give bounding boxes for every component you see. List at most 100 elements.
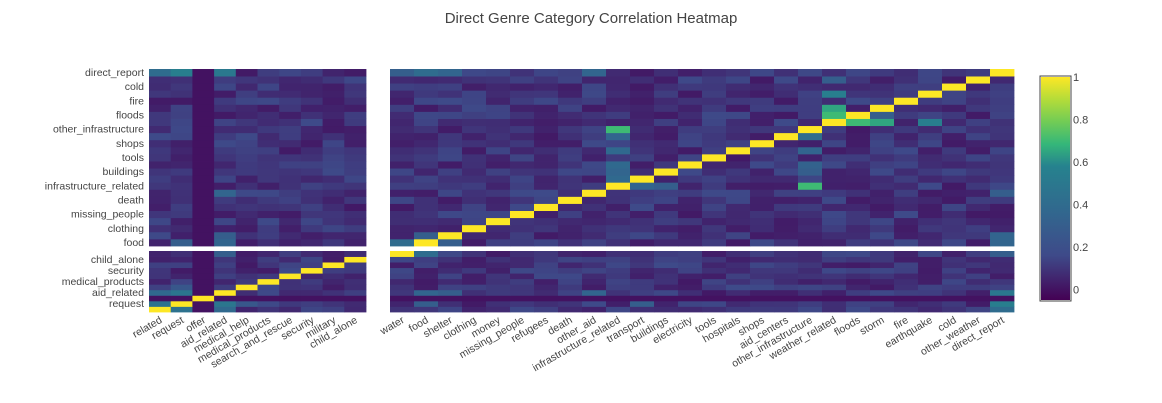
heatmap-cell — [322, 284, 345, 291]
heatmap-cell — [558, 196, 583, 204]
heatmap-cell — [966, 203, 991, 211]
heatmap-cell — [149, 118, 172, 127]
heatmap-cell — [300, 306, 323, 313]
heatmap-cell — [702, 97, 727, 105]
heatmap-cell — [534, 97, 559, 105]
heatmap-cell — [558, 90, 583, 98]
heatmap-cell — [966, 256, 991, 263]
heatmap-cell — [300, 161, 323, 169]
heatmap-cell — [774, 132, 799, 141]
heatmap-cell — [390, 118, 415, 127]
heatmap-cell — [630, 196, 655, 204]
heatmap-cell — [702, 161, 727, 169]
heatmap-cell — [774, 289, 799, 296]
heatmap-cell — [726, 175, 751, 183]
heatmap-cell — [462, 267, 487, 274]
heatmap-cell — [798, 97, 823, 105]
heatmap-cell — [438, 118, 463, 127]
heatmap-cell — [390, 97, 415, 105]
heatmap-cell — [894, 118, 919, 127]
heatmap-cell — [390, 83, 415, 91]
heatmap-cell — [214, 90, 237, 98]
heatmap-cell — [750, 267, 775, 274]
heatmap-cell — [894, 238, 919, 247]
heatmap-cell — [606, 231, 631, 240]
heatmap-cell — [774, 306, 799, 313]
heatmap-cell — [606, 224, 631, 233]
heatmap-cell — [822, 118, 847, 127]
heatmap-cell — [798, 295, 823, 302]
heatmap-cell — [170, 153, 193, 162]
y-tick-label: infrastructure_related — [45, 180, 144, 192]
heatmap-cell — [344, 217, 367, 226]
heatmap-cell — [678, 69, 703, 77]
heatmap-cell — [462, 217, 487, 226]
heatmap-cell — [870, 295, 895, 302]
heatmap-cell — [462, 284, 487, 291]
heatmap-cell — [750, 139, 775, 148]
heatmap-cell — [214, 168, 237, 176]
heatmap-cell — [606, 76, 631, 84]
heatmap-cell — [257, 139, 280, 148]
heatmap-cell — [966, 125, 991, 134]
heatmap-cell — [510, 168, 535, 176]
heatmap-cell — [214, 153, 237, 162]
heatmap-cell — [678, 210, 703, 219]
heatmap-cell — [462, 139, 487, 148]
heatmap-cell — [192, 146, 215, 155]
heatmap-cell — [630, 97, 655, 105]
heatmap-cell — [300, 238, 323, 247]
heatmap-cell — [279, 289, 302, 296]
heatmap-cell — [534, 210, 559, 219]
heatmap-cell — [438, 175, 463, 183]
heatmap-cell — [918, 146, 943, 155]
heatmap-cell — [344, 175, 367, 183]
heatmap-cell — [170, 224, 193, 233]
heatmap-cell — [966, 118, 991, 127]
heatmap-cell — [582, 256, 607, 263]
heatmap-cell — [192, 284, 215, 291]
heatmap-cell — [257, 83, 280, 91]
heatmap-cell — [846, 231, 871, 240]
heatmap-cell — [966, 161, 991, 169]
heatmap-cell — [170, 267, 193, 274]
heatmap-cell — [678, 175, 703, 183]
heatmap-cell — [774, 231, 799, 240]
heatmap-cell — [170, 161, 193, 169]
heatmap-cell — [279, 224, 302, 233]
heatmap-cell — [870, 118, 895, 127]
heatmap-cell — [630, 153, 655, 162]
heatmap-cell — [486, 161, 511, 169]
heatmap-cell — [510, 262, 535, 269]
heatmap-cell — [149, 182, 172, 190]
heatmap-cell — [966, 210, 991, 219]
heatmap-cell — [414, 175, 439, 183]
heatmap-cell — [462, 125, 487, 134]
heatmap-cell — [942, 189, 967, 197]
heatmap-cell — [606, 125, 631, 134]
heatmap-cell — [390, 175, 415, 183]
heatmap-cell — [390, 231, 415, 240]
y-tick-label: clothing — [108, 223, 144, 235]
heatmap-cell — [322, 90, 345, 98]
heatmap-cell — [344, 139, 367, 148]
heatmap-cell — [678, 76, 703, 84]
heatmap-cell — [235, 111, 258, 119]
heatmap-cell — [582, 76, 607, 84]
heatmap-cell — [822, 139, 847, 148]
heatmap-cell — [170, 118, 193, 127]
heatmap-cell — [846, 76, 871, 84]
heatmap-cell — [300, 146, 323, 155]
heatmap-cell — [870, 168, 895, 176]
heatmap-cell — [870, 146, 895, 155]
heatmap-cell — [774, 118, 799, 127]
heatmap-cell — [486, 189, 511, 197]
heatmap-cell — [510, 300, 535, 307]
heatmap-cell — [558, 256, 583, 263]
heatmap-cell — [322, 256, 345, 263]
heatmap-cell — [582, 306, 607, 313]
heatmap-cell — [798, 278, 823, 285]
heatmap-cell — [462, 278, 487, 285]
heatmap-cell — [300, 182, 323, 190]
colorbar-outline — [1039, 75, 1072, 302]
